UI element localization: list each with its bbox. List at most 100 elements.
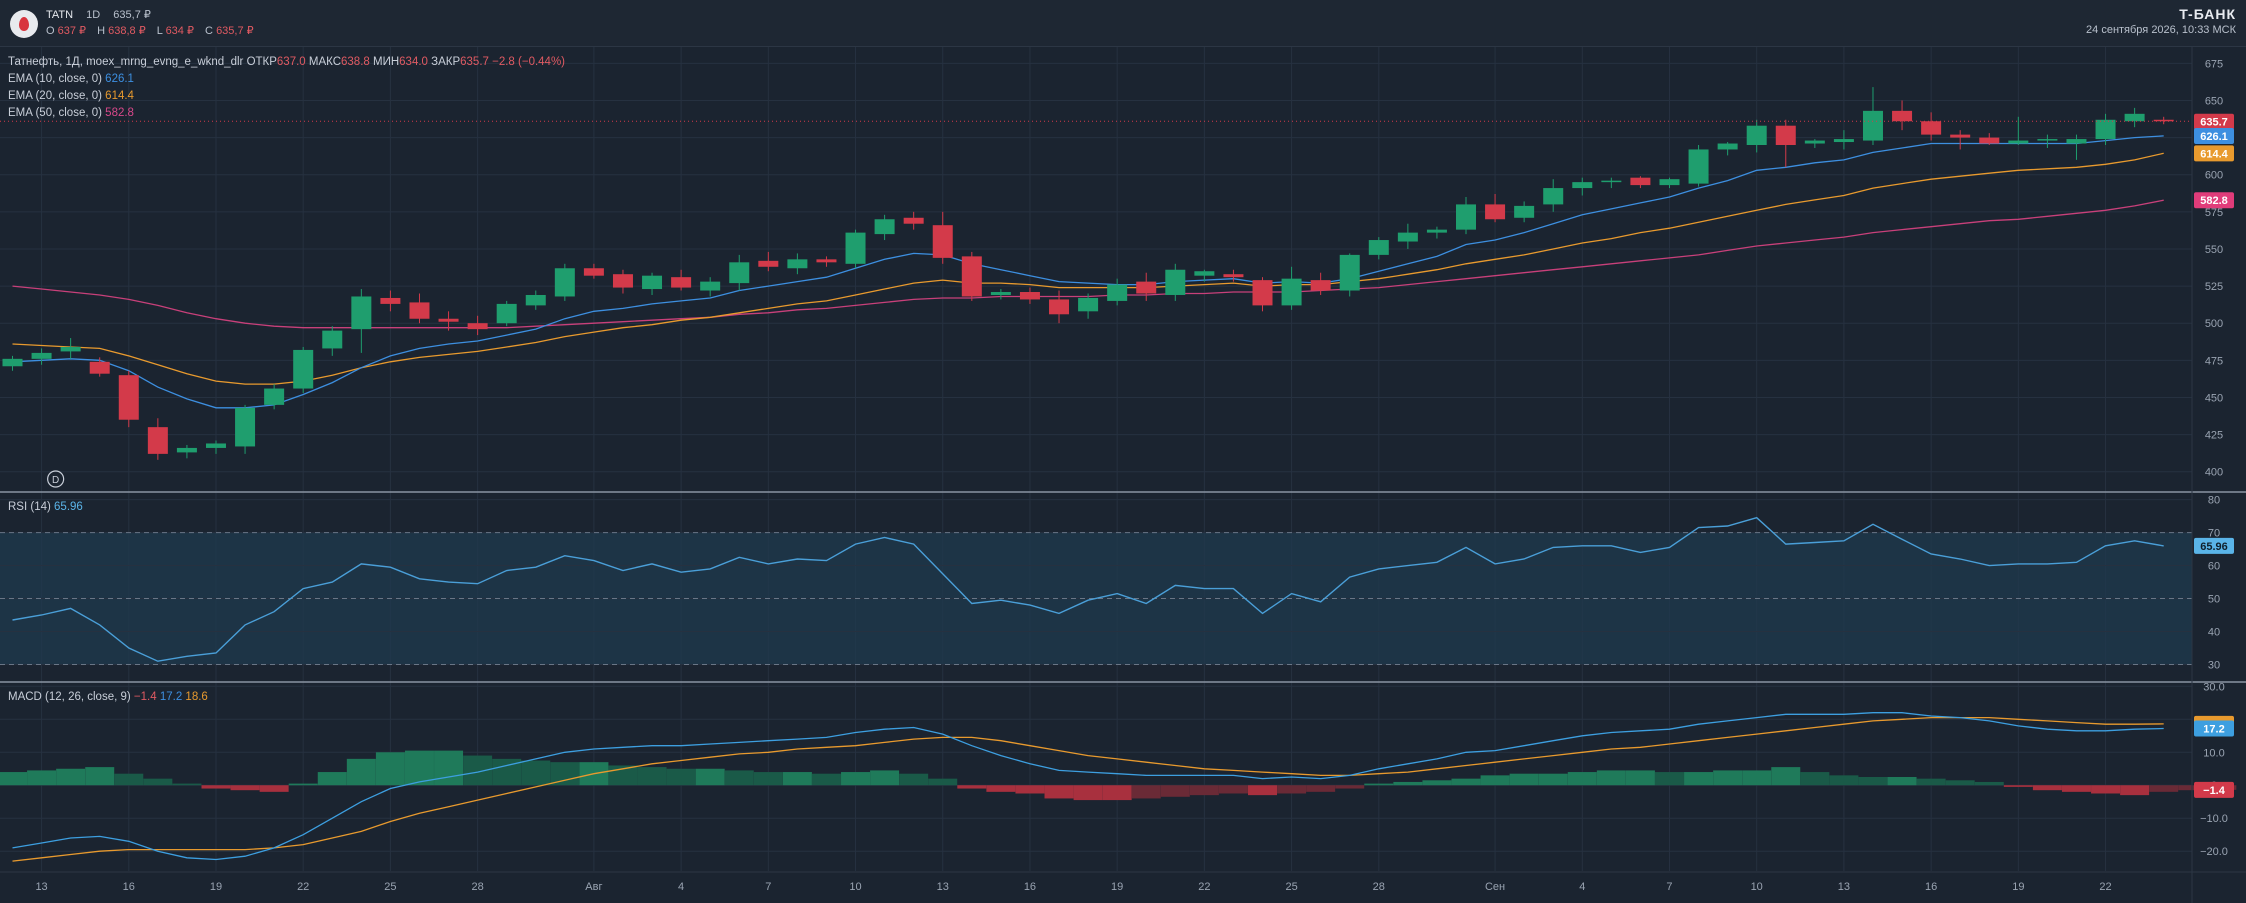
macd-histogram-bar <box>957 785 987 789</box>
candle-body <box>874 219 895 235</box>
macd-histogram-bar <box>1684 772 1714 786</box>
x-tick-label: 28 <box>471 881 483 893</box>
macd-histogram-bar <box>1044 785 1074 799</box>
macd-histogram-bar <box>2120 785 2150 796</box>
x-tick-label: Сен <box>1485 881 1505 893</box>
macd-value: 17.2 <box>159 691 183 703</box>
ohlc-high-value: 638,8 ₽ <box>108 25 146 37</box>
candle-body <box>1514 205 1535 218</box>
macd-histogram-bar <box>230 785 260 791</box>
macd-histogram-bar <box>2003 785 2033 787</box>
macd-tick-label: −10.0 <box>2200 813 2228 825</box>
candle-body <box>147 427 168 454</box>
macd-histogram-bar <box>317 772 347 786</box>
ema20-tag: 614.4 <box>2200 148 2228 160</box>
x-tick-label: 10 <box>1751 881 1763 893</box>
candle-body <box>235 407 256 447</box>
x-tick-label: 7 <box>765 881 771 893</box>
price-tick-label: 575 <box>2205 207 2223 219</box>
ema50-label: EMA (50, close, 0) <box>8 107 102 119</box>
macd-tick-label: 10.0 <box>2203 747 2224 759</box>
low-value: 634.0 <box>399 56 428 68</box>
interval[interactable]: 1D <box>86 9 101 21</box>
macd-hist-value: −1.4 <box>133 691 157 703</box>
candle-body <box>671 277 692 288</box>
x-tick-label: 19 <box>1111 881 1123 893</box>
candle-body <box>1078 297 1099 312</box>
ema10-label: EMA (10, close, 0) <box>8 73 102 85</box>
macd-tick-label: −20.0 <box>2200 846 2228 858</box>
x-tick-label: 4 <box>678 881 684 893</box>
x-tick-label: 10 <box>849 881 861 893</box>
ema50-legend[interactable]: EMA (50, close, 0) 582.8 <box>8 107 134 119</box>
close-label: ЗАКР <box>431 56 461 68</box>
x-tick-label: 25 <box>384 881 396 893</box>
candle-body <box>1252 280 1273 306</box>
candle-body <box>1921 121 1942 135</box>
main-legend[interactable]: Татнефть, 1Д, moex_mrng_evng_e_wknd_dlr … <box>8 56 565 68</box>
candle-body <box>31 352 52 359</box>
candle-body <box>380 297 401 304</box>
rsi-tick-label: 40 <box>2208 627 2220 639</box>
macd-legend[interactable]: MACD (12, 26, close, 9) −1.4 17.2 18.6 <box>8 691 208 703</box>
macd-histogram-bar <box>753 772 783 786</box>
macd-histogram-bar <box>666 768 696 786</box>
macd-histogram-bar <box>56 768 86 786</box>
last-price-tag: 635.7 <box>2200 117 2228 129</box>
macd-histogram-bar <box>1015 785 1045 794</box>
macd-histogram-bar <box>811 773 841 786</box>
close-value: 635.7 <box>460 56 489 68</box>
macd-histogram-bar <box>143 778 173 786</box>
candle-body <box>467 323 488 330</box>
candle-body <box>1107 284 1128 301</box>
macd-histogram-bar <box>695 768 725 786</box>
candle-body <box>1601 180 1622 183</box>
macd-histogram-bar <box>782 772 812 786</box>
candle-body <box>758 260 779 267</box>
candle-body <box>729 262 750 284</box>
candle-body <box>89 361 110 374</box>
macd-histogram-bar <box>1596 770 1626 786</box>
x-tick-label: 7 <box>1666 881 1672 893</box>
dividend-marker-letter: D <box>52 475 59 486</box>
macd-histogram-bar <box>1654 772 1684 786</box>
candle-body <box>322 330 343 349</box>
ema10-tag-bg <box>2194 127 2234 144</box>
ticker-symbol[interactable]: TATN <box>46 9 74 21</box>
candle-body <box>264 388 285 405</box>
candle-body <box>1019 292 1040 300</box>
rsi-value: 65.96 <box>54 501 83 513</box>
candle-body <box>2037 139 2058 141</box>
ema20-legend[interactable]: EMA (20, close, 0) 614.4 <box>8 90 134 102</box>
rsi-legend[interactable]: RSI (14) 65.96 <box>8 501 83 513</box>
macd-signal-value: 18.6 <box>185 691 208 703</box>
price-tick-label: 400 <box>2205 467 2223 479</box>
macd-histogram-bar <box>259 785 289 792</box>
change-value: −2.8 (−0.44%) <box>492 56 566 68</box>
candle-body <box>1688 149 1709 184</box>
x-tick-label: 13 <box>35 881 47 893</box>
ema20-label: EMA (20, close, 0) <box>8 90 102 102</box>
candle-body <box>1659 179 1680 186</box>
candle-body <box>409 302 430 319</box>
macd-histogram-bar <box>1364 783 1394 786</box>
x-tick-label: 16 <box>1024 881 1036 893</box>
macd-histogram-bar <box>1393 781 1423 786</box>
macd-histogram-bar <box>2091 785 2121 794</box>
ema10-legend[interactable]: EMA (10, close, 0) 626.1 <box>8 73 134 85</box>
low-label: МИН <box>373 56 400 68</box>
macd-histogram-bar <box>434 750 464 786</box>
candle-body <box>2124 113 2145 122</box>
macd-histogram-bar <box>986 785 1016 792</box>
macd-histogram-bar <box>1422 780 1452 786</box>
candle-body <box>1717 143 1738 150</box>
x-tick-label: 28 <box>1373 881 1385 893</box>
candle-body <box>60 346 81 352</box>
macd-value-tag: 17.2 <box>2203 724 2224 736</box>
macd-histogram-bar <box>550 762 580 786</box>
macd-histogram-bar <box>2061 785 2091 792</box>
macd-histogram-bar <box>1160 785 1190 797</box>
macd-histogram-bar <box>1945 780 1975 786</box>
macd-histogram-bar <box>1538 773 1568 786</box>
x-tick-label: 13 <box>1838 881 1850 893</box>
